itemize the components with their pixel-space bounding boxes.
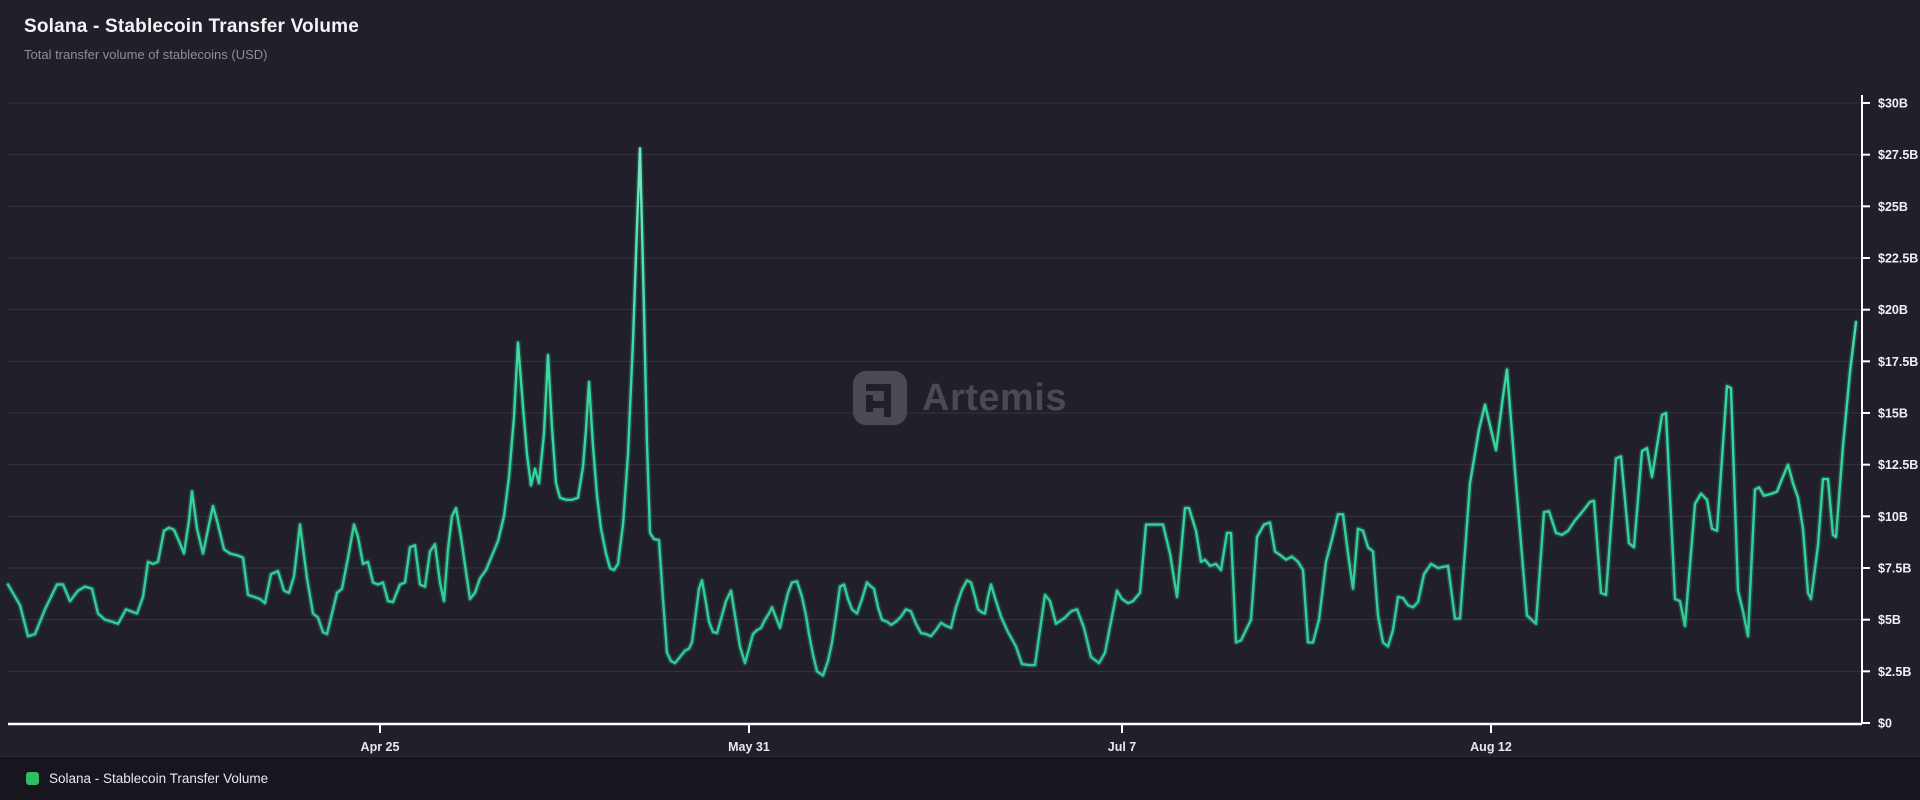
chart-header: Solana - Stablecoin Transfer Volume Tota… [24,16,359,62]
page-title: Solana - Stablecoin Transfer Volume [24,16,360,37]
x-tick-label: Apr 25 [361,740,400,754]
legend-item[interactable]: Solana - Stablecoin Transfer Volume [26,771,268,786]
y-tick-label: $15B [1878,407,1908,421]
y-tick-label: $30B [1878,97,1908,111]
y-tick-label: $12.5B [1878,458,1918,472]
y-tick-label: $5B [1878,613,1901,627]
page-subtitle: Total transfer volume of stablecoins (US… [24,47,268,62]
y-tick-label: $20B [1878,303,1908,317]
y-tick-label: $0 [1878,717,1892,731]
legend-swatch-icon [26,772,39,785]
series-line[interactable] [6,147,1858,677]
y-tick-label: $27.5B [1878,148,1918,162]
y-tick-label: $22.5B [1878,252,1918,266]
series-line-glow [5,145,1859,679]
legend-label: Solana - Stablecoin Transfer Volume [49,771,269,786]
x-tick-label: Aug 12 [1470,740,1512,754]
y-tick-label: $25B [1878,200,1908,214]
legend-bar: Solana - Stablecoin Transfer Volume [0,756,1920,800]
y-tick-label: $10B [1878,510,1908,524]
y-tick-label: $17.5B [1878,355,1918,369]
y-tick-label: $7.5B [1878,562,1911,576]
x-tick-label: May 31 [728,740,770,754]
y-tick-label: $2.5B [1878,665,1911,679]
x-tick-label: Jul 7 [1108,740,1137,754]
